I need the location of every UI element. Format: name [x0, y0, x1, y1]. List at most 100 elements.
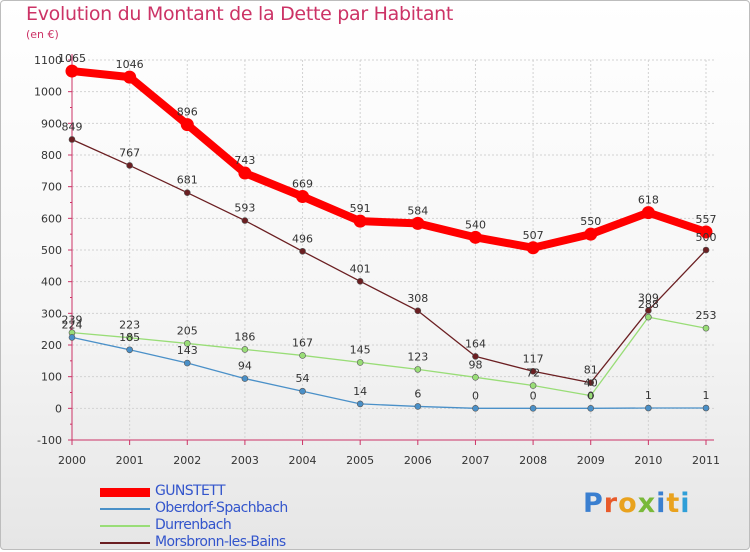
- data-point: [183, 189, 191, 196]
- logo-letter: P: [583, 488, 604, 519]
- logo-letter: r: [603, 488, 619, 519]
- legend-label: Durrenbach: [155, 517, 232, 533]
- data-label: 0: [530, 389, 537, 402]
- x-tick-label: 2002: [173, 454, 201, 467]
- grid-lines: [71, 59, 714, 441]
- x-tick-label: 2004: [289, 454, 317, 467]
- data-label: 40: [584, 377, 598, 390]
- x-tick-label: 2011: [692, 454, 720, 467]
- data-point: [123, 70, 137, 84]
- data-point: [526, 241, 540, 255]
- data-label: 591: [350, 202, 371, 215]
- y-tick-label: 1000: [34, 86, 62, 99]
- data-label: 618: [638, 194, 659, 207]
- y-tick-label: 800: [41, 149, 62, 162]
- data-point: [356, 400, 364, 408]
- data-label: 767: [119, 146, 140, 159]
- data-label: 681: [177, 174, 198, 187]
- x-tick-label: 2001: [116, 454, 144, 467]
- data-point: [587, 379, 595, 386]
- data-label: 164: [465, 337, 486, 350]
- data-point: [472, 373, 479, 381]
- data-label: 117: [523, 352, 544, 365]
- data-label: 94: [238, 360, 252, 373]
- data-label: 401: [350, 262, 371, 275]
- y-tick-label: 300: [41, 307, 62, 320]
- data-label: 557: [696, 213, 717, 226]
- axes: -100010020030040050060070080090010001100…: [34, 54, 720, 467]
- y-tick-label: 1100: [34, 54, 62, 67]
- data-label: 145: [350, 343, 371, 356]
- legend-swatch: [100, 542, 150, 544]
- data-label: 205: [177, 324, 198, 337]
- data-point: [126, 334, 133, 342]
- legend-label: GUNSTETT: [155, 483, 226, 499]
- x-tick-label: 2008: [519, 454, 547, 467]
- legend-label: Oberdorf-Spachbach: [155, 500, 288, 516]
- data-point: [414, 307, 422, 315]
- series-gunstett: [65, 64, 713, 255]
- y-tick-label: 500: [41, 244, 62, 257]
- data-label: 540: [465, 218, 486, 231]
- data-label: 123: [407, 350, 428, 363]
- data-point: [699, 225, 713, 239]
- data-label: 72: [526, 367, 540, 380]
- data-point: [645, 307, 652, 314]
- data-label: 14: [353, 385, 367, 398]
- series-line: [71, 336, 707, 409]
- data-point: [587, 405, 595, 412]
- series-line: [71, 316, 707, 397]
- data-label: 849: [62, 120, 83, 133]
- series-morsbronn-les-bains: [68, 136, 710, 386]
- data-point: [299, 247, 306, 255]
- data-point: [183, 359, 191, 367]
- data-label: 507: [523, 229, 544, 242]
- data-label: 1065: [58, 52, 86, 65]
- data-point: [68, 334, 76, 341]
- data-label: 550: [580, 215, 601, 228]
- data-point: [299, 352, 306, 359]
- data-label: 500: [696, 231, 717, 244]
- data-point: [529, 405, 537, 412]
- data-label: 98: [468, 358, 482, 371]
- data-point: [356, 278, 364, 285]
- data-point: [241, 217, 249, 224]
- data-point: [472, 405, 479, 412]
- data-label: 143: [177, 344, 198, 357]
- data-point: [472, 353, 479, 360]
- logo-letter: i: [656, 488, 667, 519]
- chart-subtitle: (en €): [26, 28, 59, 41]
- data-point: [241, 346, 249, 353]
- data-point: [180, 118, 194, 132]
- data-label: 308: [407, 292, 428, 305]
- data-point: [414, 366, 422, 373]
- y-tick-label: 600: [41, 212, 62, 225]
- logo-letter: x: [637, 488, 657, 519]
- x-tick-label: 2006: [404, 454, 432, 467]
- y-tick-label: -100: [37, 434, 62, 447]
- data-point: [702, 324, 710, 332]
- y-tick-label: 400: [41, 276, 62, 289]
- data-label: 1: [645, 389, 652, 402]
- data-point: [65, 64, 79, 78]
- data-label: 1: [703, 389, 710, 402]
- legend-swatch: [100, 508, 150, 510]
- data-point: [126, 162, 133, 169]
- data-label: 185: [119, 331, 140, 344]
- data-point: [356, 359, 364, 366]
- data-label: 6: [414, 387, 421, 400]
- x-tick-label: 2003: [231, 454, 259, 467]
- data-label: 593: [234, 202, 255, 215]
- series-layer: [65, 64, 713, 412]
- legend-swatch: [100, 525, 150, 527]
- series-line: [68, 67, 710, 252]
- data-point: [529, 382, 537, 389]
- data-point: [645, 313, 652, 321]
- data-point: [529, 367, 537, 375]
- data-label: 224: [62, 318, 83, 331]
- data-point: [587, 392, 595, 399]
- data-label: 81: [584, 364, 598, 377]
- data-label: 288: [638, 298, 659, 311]
- y-tick-label: 100: [41, 371, 62, 384]
- y-tick-label: 200: [41, 339, 62, 352]
